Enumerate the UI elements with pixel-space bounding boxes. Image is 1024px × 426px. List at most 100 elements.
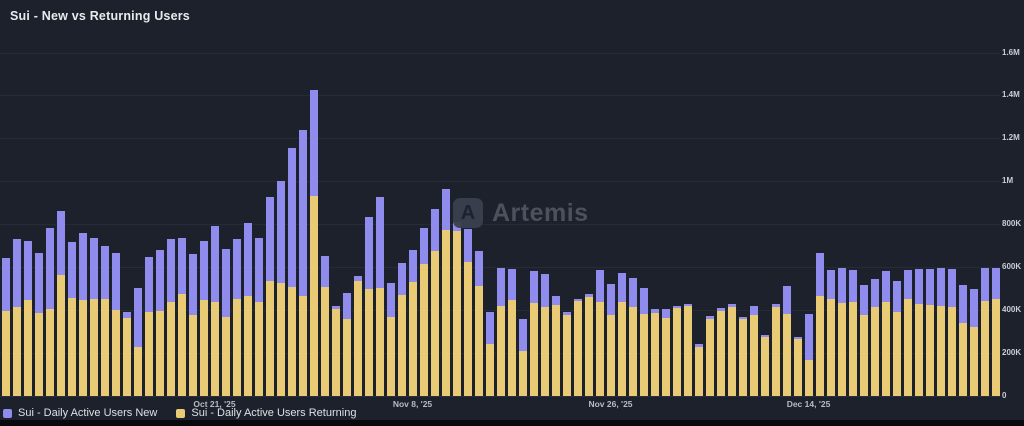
bar-new-users[interactable]: [430, 209, 439, 251]
bar-returning-users[interactable]: [122, 318, 131, 396]
bar-new-users[interactable]: [980, 267, 989, 302]
bar-new-users[interactable]: [287, 148, 296, 287]
bar-new-users[interactable]: [276, 181, 285, 284]
bar-new-users[interactable]: [573, 298, 582, 302]
bar-returning-users[interactable]: [177, 293, 186, 396]
bar-returning-users[interactable]: [518, 351, 527, 396]
bar-new-users[interactable]: [34, 252, 43, 313]
bar-returning-users[interactable]: [694, 346, 703, 396]
bar-returning-users[interactable]: [111, 310, 120, 396]
bar-new-users[interactable]: [639, 287, 648, 314]
bar-returning-users[interactable]: [474, 286, 483, 396]
bar-new-users[interactable]: [155, 250, 164, 312]
bar-new-users[interactable]: [166, 239, 175, 302]
bar-returning-users[interactable]: [408, 281, 417, 396]
bar-new-users[interactable]: [804, 313, 813, 361]
bar-returning-users[interactable]: [881, 301, 890, 396]
legend-item-returning[interactable]: Sui - Daily Active Users Returning: [176, 407, 356, 419]
bar-returning-users[interactable]: [617, 302, 626, 396]
bar-new-users[interactable]: [815, 253, 824, 296]
bar-new-users[interactable]: [936, 267, 945, 307]
bar-returning-users[interactable]: [595, 302, 604, 396]
bar-new-users[interactable]: [991, 267, 1000, 300]
bar-returning-users[interactable]: [298, 296, 307, 396]
bar-returning-users[interactable]: [100, 299, 109, 396]
bar-new-users[interactable]: [529, 271, 538, 304]
bar-new-users[interactable]: [23, 241, 32, 301]
bar-new-users[interactable]: [342, 293, 351, 320]
bar-new-users[interactable]: [826, 270, 835, 300]
bar-new-users[interactable]: [100, 246, 109, 300]
bar-returning-users[interactable]: [375, 287, 384, 396]
bar-new-users[interactable]: [760, 335, 769, 338]
bar-returning-users[interactable]: [914, 303, 923, 396]
bar-new-users[interactable]: [177, 237, 186, 294]
bar-returning-users[interactable]: [639, 313, 648, 396]
bar-returning-users[interactable]: [650, 312, 659, 396]
bar-returning-users[interactable]: [254, 302, 263, 396]
bar-returning-users[interactable]: [353, 281, 362, 396]
bar-new-users[interactable]: [694, 343, 703, 347]
bar-returning-users[interactable]: [980, 301, 989, 396]
bar-returning-users[interactable]: [749, 315, 758, 396]
bar-returning-users[interactable]: [683, 306, 692, 396]
bar-new-users[interactable]: [265, 197, 274, 282]
bar-new-users[interactable]: [595, 270, 604, 303]
bar-returning-users[interactable]: [826, 299, 835, 396]
bar-returning-users[interactable]: [441, 230, 450, 396]
bar-returning-users[interactable]: [936, 306, 945, 396]
bar-new-users[interactable]: [925, 268, 934, 305]
bar-returning-users[interactable]: [1, 311, 10, 396]
bar-new-users[interactable]: [419, 227, 428, 264]
bar-new-users[interactable]: [969, 288, 978, 328]
bar-new-users[interactable]: [353, 275, 362, 282]
bar-returning-users[interactable]: [210, 301, 219, 396]
bar-returning-users[interactable]: [815, 295, 824, 396]
bar-new-users[interactable]: [848, 270, 857, 303]
bar-new-users[interactable]: [133, 288, 142, 348]
bar-returning-users[interactable]: [573, 301, 582, 396]
bar-returning-users[interactable]: [452, 230, 461, 396]
bar-returning-users[interactable]: [67, 298, 76, 396]
bar-returning-users[interactable]: [166, 301, 175, 396]
bar-returning-users[interactable]: [331, 309, 340, 396]
bar-new-users[interactable]: [551, 296, 560, 305]
bar-new-users[interactable]: [122, 311, 131, 319]
bar-returning-users[interactable]: [672, 308, 681, 396]
bar-returning-users[interactable]: [540, 307, 549, 396]
bar-returning-users[interactable]: [485, 344, 494, 396]
bar-returning-users[interactable]: [892, 312, 901, 396]
bar-returning-users[interactable]: [969, 327, 978, 396]
bar-new-users[interactable]: [705, 316, 714, 319]
bar-returning-users[interactable]: [958, 322, 967, 396]
bar-new-users[interactable]: [859, 284, 868, 316]
bar-new-users[interactable]: [584, 294, 593, 297]
bar-returning-users[interactable]: [991, 299, 1000, 396]
bar-returning-users[interactable]: [144, 312, 153, 396]
bar-returning-users[interactable]: [155, 311, 164, 396]
bar-returning-users[interactable]: [265, 281, 274, 396]
bar-returning-users[interactable]: [925, 304, 934, 396]
bar-returning-users[interactable]: [903, 298, 912, 396]
bar-new-users[interactable]: [540, 273, 549, 308]
bar-returning-users[interactable]: [848, 302, 857, 396]
bar-returning-users[interactable]: [771, 307, 780, 396]
bar-returning-users[interactable]: [320, 286, 329, 396]
bar-new-users[interactable]: [650, 308, 659, 313]
bar-returning-users[interactable]: [232, 299, 241, 396]
bar-new-users[interactable]: [67, 241, 76, 299]
bar-new-users[interactable]: [562, 312, 571, 315]
bar-returning-users[interactable]: [12, 307, 21, 396]
bar-new-users[interactable]: [298, 129, 307, 297]
bar-new-users[interactable]: [782, 286, 791, 314]
bar-new-users[interactable]: [1, 257, 10, 312]
bar-new-users[interactable]: [78, 232, 87, 301]
bar-returning-users[interactable]: [705, 318, 714, 396]
bar-new-users[interactable]: [507, 268, 516, 301]
bar-new-users[interactable]: [749, 306, 758, 316]
bar-new-users[interactable]: [738, 316, 747, 319]
bar-returning-users[interactable]: [661, 317, 670, 396]
bar-returning-users[interactable]: [133, 347, 142, 396]
bar-new-users[interactable]: [672, 306, 681, 309]
bar-new-users[interactable]: [364, 216, 373, 289]
